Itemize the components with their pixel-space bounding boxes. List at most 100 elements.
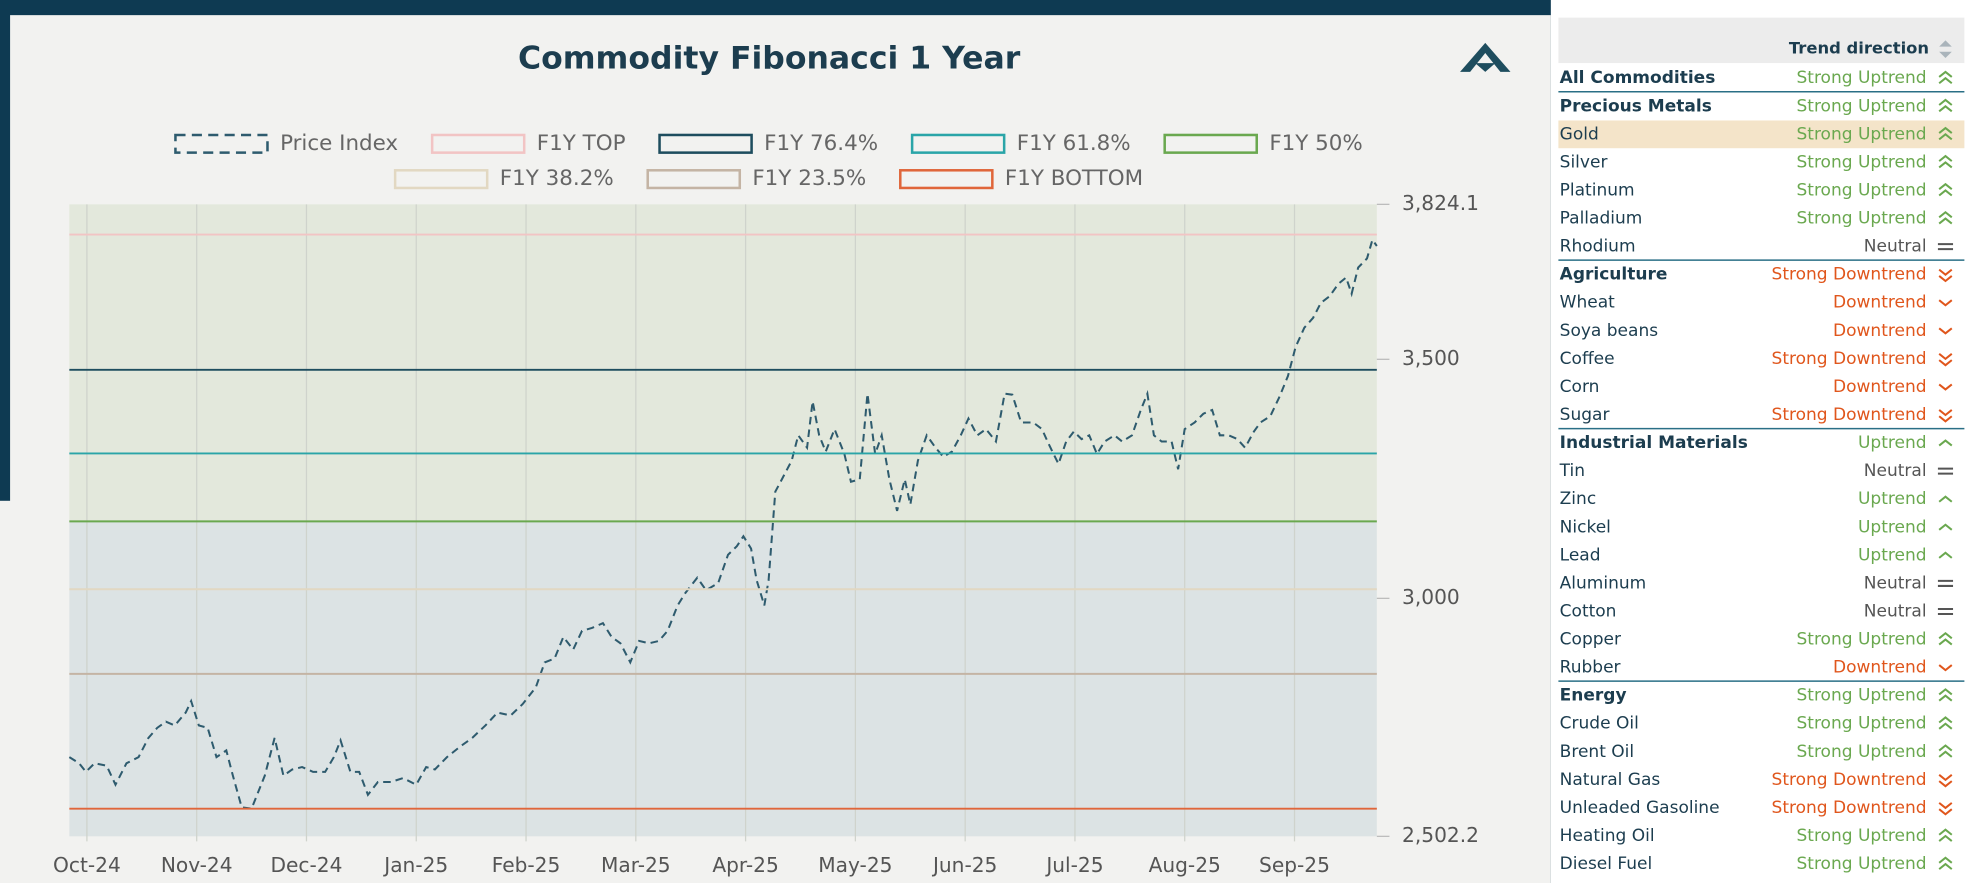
trend-icon (1938, 383, 1953, 391)
trend-icon (1938, 802, 1953, 816)
commodity-name: Precious Metals (1560, 96, 1712, 116)
legend-label: F1Y 76.4% (764, 131, 878, 156)
trend-label: Strong Downtrend (1772, 349, 1927, 369)
x-tick-label: Jan-25 (382, 853, 448, 877)
trend-label: Strong Downtrend (1772, 405, 1927, 425)
legend-label: Price Index (280, 131, 398, 156)
trend-label: Strong Uptrend (1796, 152, 1926, 172)
trend-label: Strong Downtrend (1772, 265, 1927, 285)
trend-icon (1938, 523, 1953, 531)
trend-icon (1938, 631, 1953, 646)
x-tick-label: Jun-25 (931, 853, 997, 877)
trend-icon (1938, 744, 1953, 758)
trend-label: Strong Downtrend (1772, 770, 1927, 790)
commodity-name: Lead (1560, 545, 1601, 565)
trend-label: Downtrend (1833, 293, 1927, 313)
trend-label: Strong Uptrend (1796, 686, 1926, 706)
table-header (1558, 17, 1965, 64)
legend-swatch (430, 133, 526, 154)
commodity-name: Platinum (1560, 180, 1635, 200)
trend-label: Downtrend (1833, 321, 1927, 341)
trend-icon (1938, 495, 1953, 503)
price-line (68, 237, 1378, 810)
legend-swatch (174, 133, 269, 154)
legend-swatch (393, 169, 489, 190)
trend-icon (1938, 70, 1953, 85)
commodity-name: Unleaded Gasoline (1560, 798, 1720, 818)
column-header[interactable]: Trend direction (1789, 39, 1929, 58)
legend-row: Price Index F1Y TOP F1Y 76.4% F1Y 61.8% F1Y … (174, 131, 1363, 156)
y-tick-label: 3,500 (1402, 346, 1460, 370)
commodity-name: Aluminum (1560, 573, 1647, 593)
trend-label: Neutral (1864, 237, 1927, 257)
commodity-name: Natural Gas (1560, 770, 1661, 790)
legend-swatch (899, 169, 994, 190)
legend-row: F1Y 38.2% F1Y 23.5% F1Y BOTTOM (393, 166, 1143, 191)
commodity-name: Copper (1560, 630, 1621, 650)
trend-icon (1938, 409, 1953, 423)
trend-label: Neutral (1864, 601, 1927, 621)
commodity-name: Sugar (1560, 405, 1610, 425)
commodity-name: Zinc (1560, 489, 1597, 509)
trend-icon (1937, 467, 1954, 475)
commodity-name: Cotton (1560, 601, 1617, 621)
trend-icon (1938, 353, 1953, 367)
trend-label: Neutral (1864, 461, 1927, 481)
x-tick-label: Apr-25 (712, 853, 779, 877)
trend-label: Uptrend (1858, 517, 1927, 537)
trend-icon (1938, 774, 1953, 788)
plot: Oct-24 Nov-24 Dec-24 Jan-25 Feb-25 Mar-25 Apr-… (53, 191, 1479, 877)
commodity-name: Industrial Materials (1560, 433, 1748, 453)
commodity-name: All Commodities (1560, 68, 1716, 88)
trend-label: Strong Uptrend (1796, 124, 1926, 144)
trend-icon (1937, 243, 1954, 251)
legend-label: F1Y TOP (537, 131, 626, 156)
legend-swatch (910, 133, 1006, 154)
x-tick-label: Sep-25 (1259, 853, 1330, 877)
commodity-name: Crude Oil (1560, 714, 1639, 734)
legend-swatch (646, 169, 742, 190)
trend-label: Strong Downtrend (1772, 798, 1927, 818)
trend-table: All Commodities Strong Uptrend Precious Me… (1558, 68, 1965, 874)
y-tick-label: 3,824.1 (1402, 191, 1479, 215)
commodity-name: Diesel Fuel (1560, 854, 1653, 874)
trend-icon (1938, 126, 1953, 141)
trend-label: Neutral (1864, 573, 1927, 593)
sort-icon[interactable] (1939, 40, 1952, 59)
legend-label: F1Y 38.2% (500, 166, 614, 191)
commodity-name: Silver (1560, 152, 1608, 172)
panel-edge (0, 500, 13, 883)
legend-swatch (658, 133, 753, 154)
commodity-name: Agriculture (1560, 265, 1668, 285)
y-tick-label: 3,000 (1402, 585, 1460, 609)
commodity-name: Wheat (1560, 293, 1615, 313)
commodity-name: Palladium (1560, 209, 1643, 229)
trend-label: Strong Uptrend (1796, 826, 1926, 846)
trend-label: Strong Uptrend (1796, 630, 1926, 650)
x-tick-label: Jul-25 (1044, 853, 1103, 877)
x-tick-label: May-25 (818, 853, 892, 877)
trend-label: Uptrend (1858, 545, 1927, 565)
commodity-name: Heating Oil (1560, 826, 1655, 846)
trend-icon (1938, 551, 1953, 559)
trend-icon (1938, 688, 1953, 702)
trend-icon (1938, 828, 1953, 842)
trend-icon (1938, 210, 1953, 225)
commodity-name: Tin (1559, 461, 1585, 481)
commodity-name: Nickel (1560, 517, 1611, 537)
x-tick-label: Aug-25 (1149, 853, 1221, 877)
trend-label: Uptrend (1858, 433, 1927, 453)
commodity-name: Energy (1560, 686, 1627, 706)
trend-icon (1937, 607, 1954, 616)
trend-label: Strong Uptrend (1796, 854, 1926, 874)
legend: Price Index F1Y TOP F1Y 76.4% F1Y 61.8% F1Y … (174, 131, 1363, 191)
trend-icon (1938, 154, 1953, 169)
legend-label: F1Y 61.8% (1017, 131, 1131, 156)
logo (1460, 42, 1511, 72)
x-tick-label: Oct-24 (53, 853, 121, 877)
x-tick-label: Mar-25 (601, 853, 671, 877)
commodity-name: Rhodium (1560, 237, 1636, 257)
trend-icon (1938, 856, 1953, 870)
